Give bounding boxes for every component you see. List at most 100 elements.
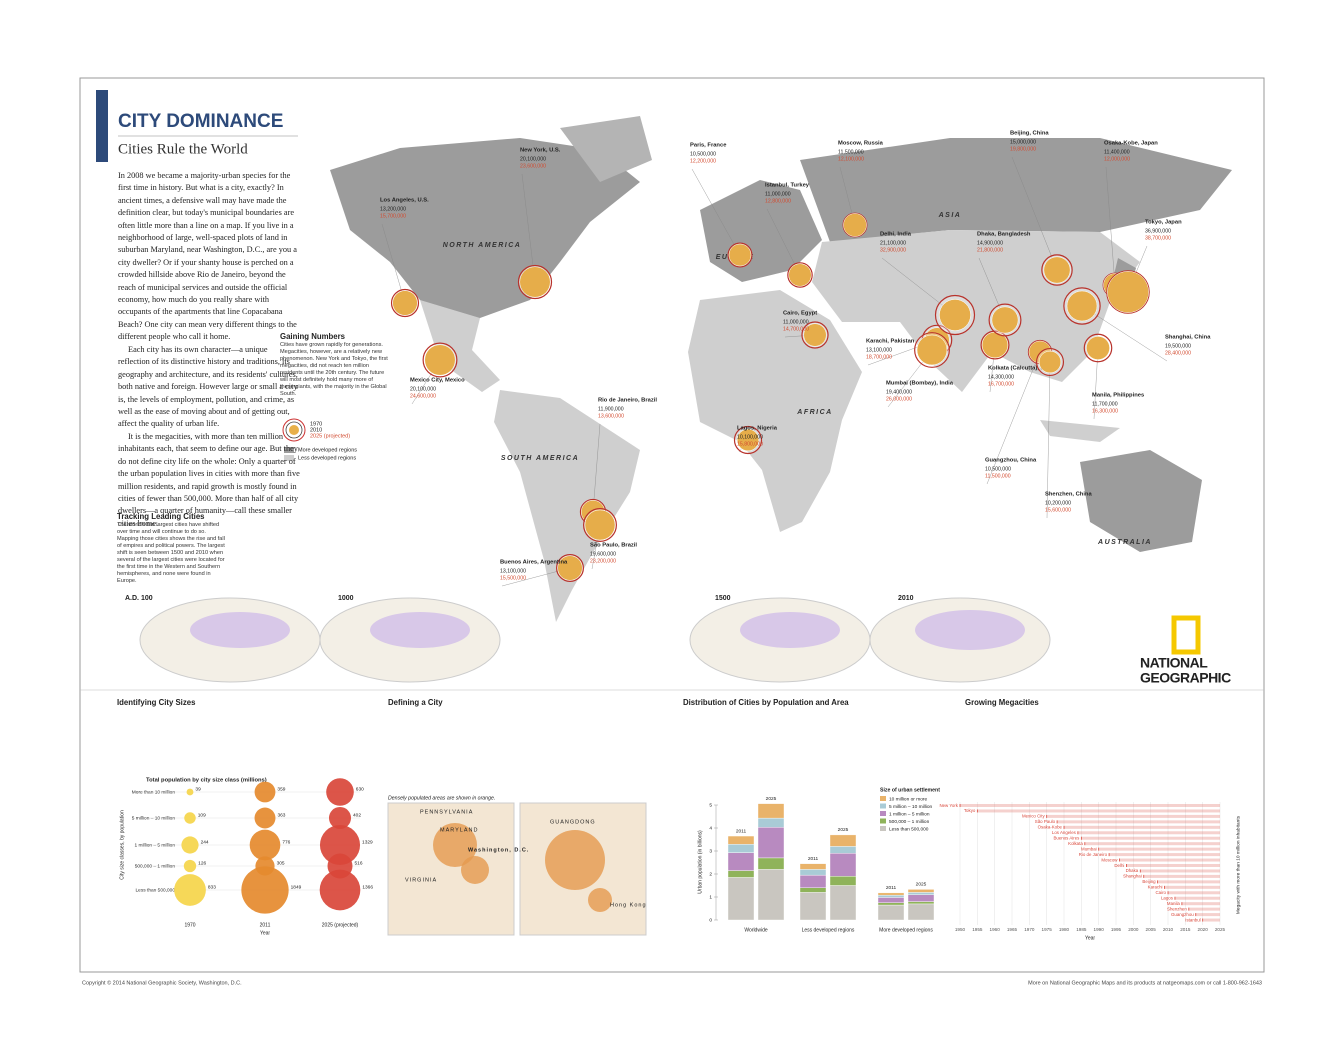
legend-label: 500,000 – 1 million	[889, 819, 930, 825]
bar-segment	[829, 885, 857, 921]
city-name: Manila, Philippines	[1092, 393, 1144, 399]
title-bar	[96, 90, 108, 162]
city-name: Istanbul, Turkey	[765, 183, 810, 189]
bar-segment	[877, 897, 905, 903]
intro-paragraph: In 2008 we became a majority-urban speci…	[118, 171, 297, 342]
data-label: 305	[277, 860, 285, 866]
bubble	[183, 859, 197, 873]
city-pop-2025: 12,000,000	[1104, 156, 1130, 162]
city-pop-2010: 19,400,000	[886, 389, 912, 395]
city-pop-2025: 28,400,000	[1165, 350, 1191, 356]
city-pop-2025: 23,200,000	[590, 558, 616, 564]
data-label: 402	[353, 812, 361, 818]
section-heading: Distribution of Cities by Population and…	[683, 698, 849, 707]
megacity-label: Cairo	[1156, 890, 1167, 895]
section-heading: Defining a City	[388, 698, 443, 707]
data-label: 126	[198, 860, 206, 866]
bar-segment	[829, 853, 857, 877]
bubble	[184, 812, 196, 824]
city-2010	[939, 299, 971, 331]
axis-label: City size classes, by population	[119, 810, 125, 880]
megacity-label: New York	[939, 803, 958, 808]
megacity-bar	[1168, 891, 1220, 895]
city-2010	[1043, 256, 1071, 284]
legend-label: 1 million – 5 million	[889, 811, 930, 817]
megacity-bar	[1157, 880, 1220, 884]
y-tick-label: 5 million – 10 million	[132, 815, 176, 821]
legend-label: Less developed regions	[298, 455, 356, 461]
x-tick-label: 1955	[972, 927, 983, 932]
city-pop-2025: 12,800,000	[765, 198, 791, 204]
bar-year-label: 2011	[808, 856, 819, 862]
y-tick-label: 5	[709, 802, 712, 808]
city-name: Moscow, Russia	[838, 141, 884, 147]
data-label: 39	[195, 786, 201, 792]
bubble	[181, 836, 199, 854]
y-tick-label: 0	[709, 917, 712, 923]
megacity-label: Shanghai	[1123, 874, 1142, 879]
intro-paragraph: Each city has its own character—a unique…	[118, 345, 298, 429]
city-name: Mexico City, Mexico	[410, 378, 465, 384]
x-tick-label: 1995	[1111, 927, 1122, 932]
x-tick-label: 2020	[1198, 927, 1209, 932]
urban-area	[433, 823, 477, 867]
bar-segment	[757, 817, 785, 828]
city-pop-2010: 11,000,000	[765, 191, 791, 197]
era-label: 1000	[338, 595, 354, 602]
megacity-label: Manila	[1167, 901, 1180, 906]
city-2010	[519, 266, 551, 298]
bar-segment	[757, 803, 785, 819]
bubble	[249, 829, 281, 861]
megacity-label: Rio de Janeiro	[1079, 852, 1108, 857]
leader-line	[986, 351, 1041, 485]
poster-frame	[79, 77, 1265, 973]
legend-circle	[285, 421, 303, 439]
city-2010	[843, 213, 867, 237]
data-label: 1366	[362, 884, 373, 890]
bar-segment	[907, 903, 935, 921]
x-tick-label: 1970	[184, 922, 195, 928]
city-pop-2025: 13,600,000	[598, 413, 624, 419]
land-north-america	[330, 138, 640, 326]
bar-segment	[907, 901, 935, 905]
legend-swatch	[284, 447, 294, 453]
city-pop-2025: 32,900,000	[880, 247, 906, 253]
leader-line	[1081, 305, 1168, 362]
bubble	[319, 869, 361, 911]
bar-segment	[877, 894, 905, 898]
x-tick-label: 1980	[1059, 927, 1070, 932]
section-heading: Tracking Leading Cities	[117, 512, 205, 521]
land-greenland	[560, 116, 652, 182]
megacity-bar	[1143, 874, 1220, 878]
city-pop-2025: 14,700,000	[783, 326, 809, 332]
city-pop-2025: 12,200,000	[690, 158, 716, 164]
bar-segment	[727, 870, 755, 878]
bar-segment	[799, 887, 827, 893]
bar-segment	[799, 869, 827, 876]
axis-label: Year	[260, 930, 270, 936]
bar-year-label: 2025	[916, 882, 927, 888]
city-pop-2010: 10,500,000	[690, 151, 716, 157]
city-pop-2025: 18,700,000	[866, 354, 892, 360]
megacity-label: Mumbai	[1081, 846, 1097, 851]
bubble	[254, 807, 276, 829]
footer-text: Copyright © 2014 National Geographic Soc…	[82, 979, 242, 986]
city-2010	[557, 555, 583, 581]
y-tick-label: 500,000 – 1 million	[135, 863, 176, 869]
axis-label: Year	[1085, 935, 1095, 941]
megacity-label: Los Angeles	[1052, 830, 1077, 835]
data-label: 359	[277, 786, 285, 792]
logo-text: GEOGRAPHIC	[1140, 670, 1231, 686]
legend-swatch	[880, 818, 886, 824]
land-south-america	[494, 390, 640, 622]
era-land	[740, 612, 840, 648]
bar-segment	[757, 857, 785, 870]
legend-label: 1970	[310, 421, 322, 427]
megacity-label: Istanbul	[1185, 917, 1200, 922]
era-label: A.D. 100	[125, 595, 153, 602]
section-text: The world's ten largest cities have shif…	[117, 522, 225, 584]
map-label: GUANGDONG	[550, 819, 596, 825]
megacity-bar	[1057, 820, 1220, 824]
era-maps	[139, 597, 1051, 683]
land-australia	[1080, 450, 1202, 552]
